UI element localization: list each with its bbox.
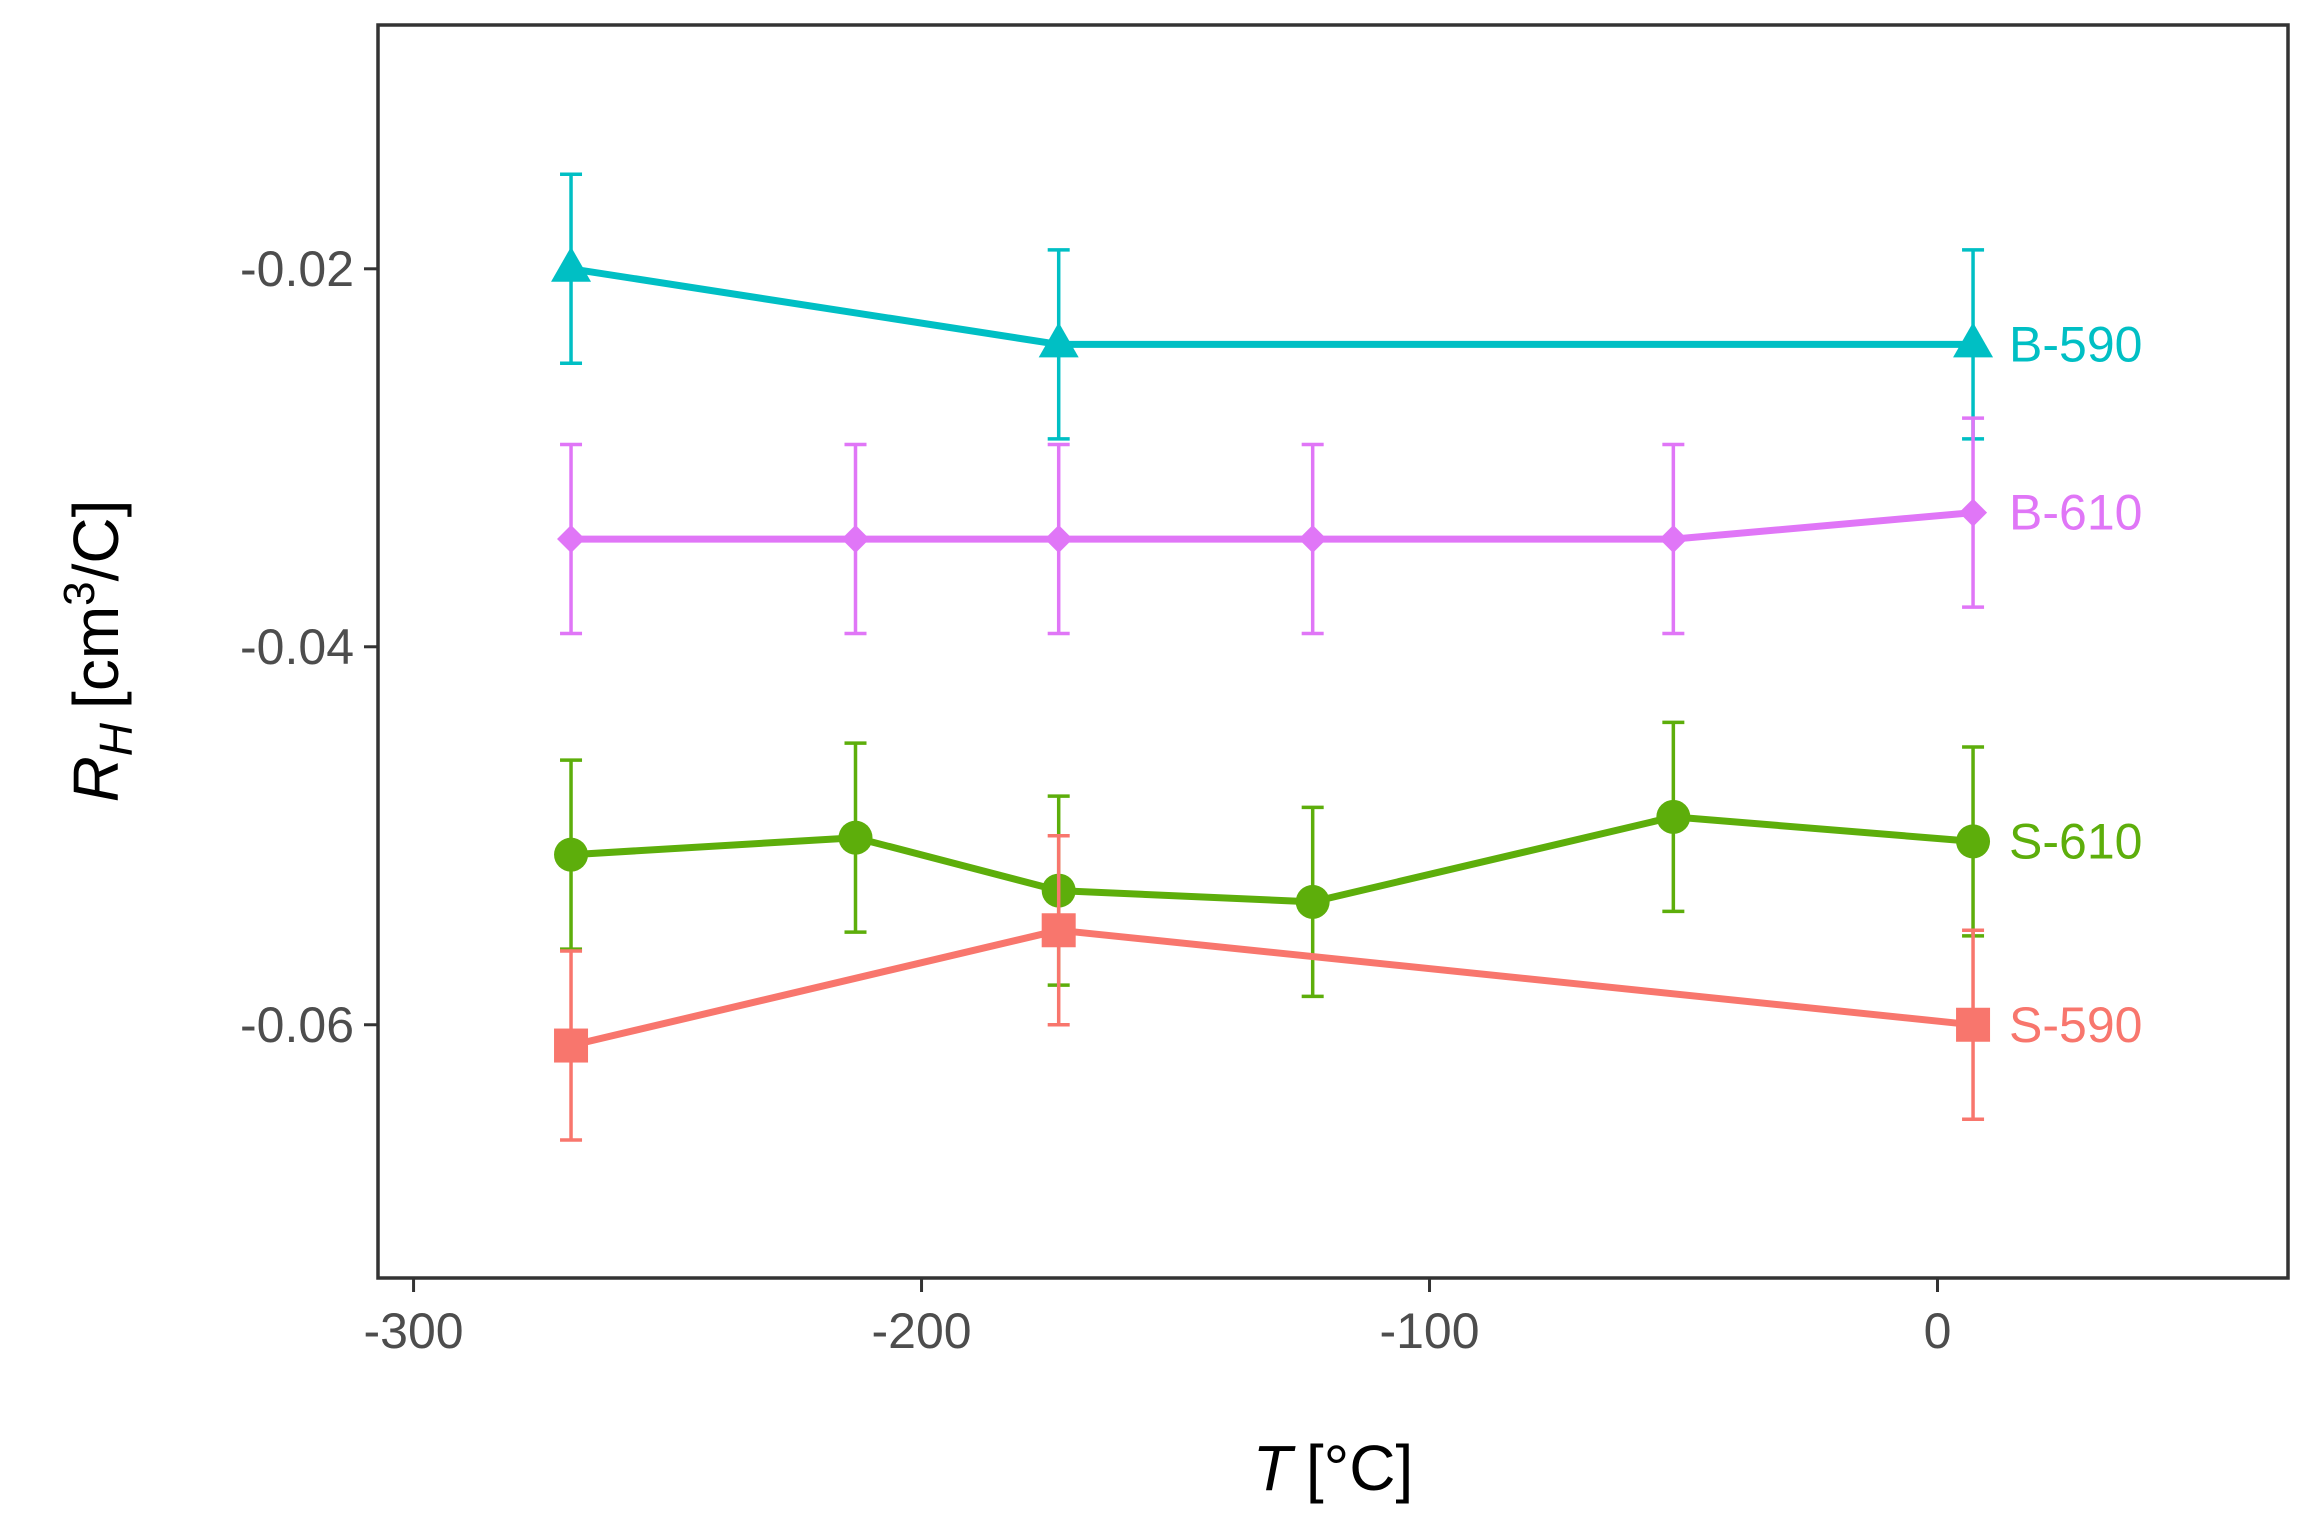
y-tick-label: -0.06: [240, 997, 354, 1053]
x-axis-title: T [°C]: [1253, 1432, 1413, 1504]
x-axis-title-unit: [°C]: [1306, 1432, 1413, 1504]
chart: -0.02 -0.04 -0.06 -300 -200 -100 0 B-590 B-610…: [0, 0, 2323, 1528]
y-axis-title: RH [cm3/C]: [55, 500, 142, 803]
series-label: S-610: [2009, 813, 2142, 869]
data-point: [1656, 800, 1690, 834]
x-tick-label: -200: [871, 1303, 971, 1359]
data-point: [1956, 824, 1990, 858]
data-point: [1296, 885, 1330, 919]
data-point: [839, 821, 873, 855]
y-axis-title-var: R: [60, 756, 132, 802]
y-axis-title-unit-pre: [cm: [60, 606, 132, 709]
data-point: [1042, 913, 1076, 947]
x-tick-label: 0: [1924, 1303, 1952, 1359]
y-axis-title-sub: H: [90, 722, 142, 756]
data-point: [554, 1029, 588, 1063]
x-tick-label: -100: [1379, 1303, 1479, 1359]
y-axis-title-unit-sup: 3: [55, 581, 104, 605]
data-point: [1956, 1008, 1990, 1042]
y-axis-title-unit-post: /C]: [60, 500, 132, 582]
series-label: B-610: [2009, 485, 2142, 541]
series-label: B-590: [2009, 316, 2142, 372]
plot-panel: [378, 25, 2288, 1278]
y-tick-label: -0.02: [240, 241, 354, 297]
series-label: S-590: [2009, 997, 2142, 1053]
x-tick-label: -300: [364, 1303, 464, 1359]
data-point: [554, 838, 588, 872]
x-axis-title-var: T: [1253, 1432, 1296, 1504]
y-tick-label: -0.04: [240, 619, 354, 675]
